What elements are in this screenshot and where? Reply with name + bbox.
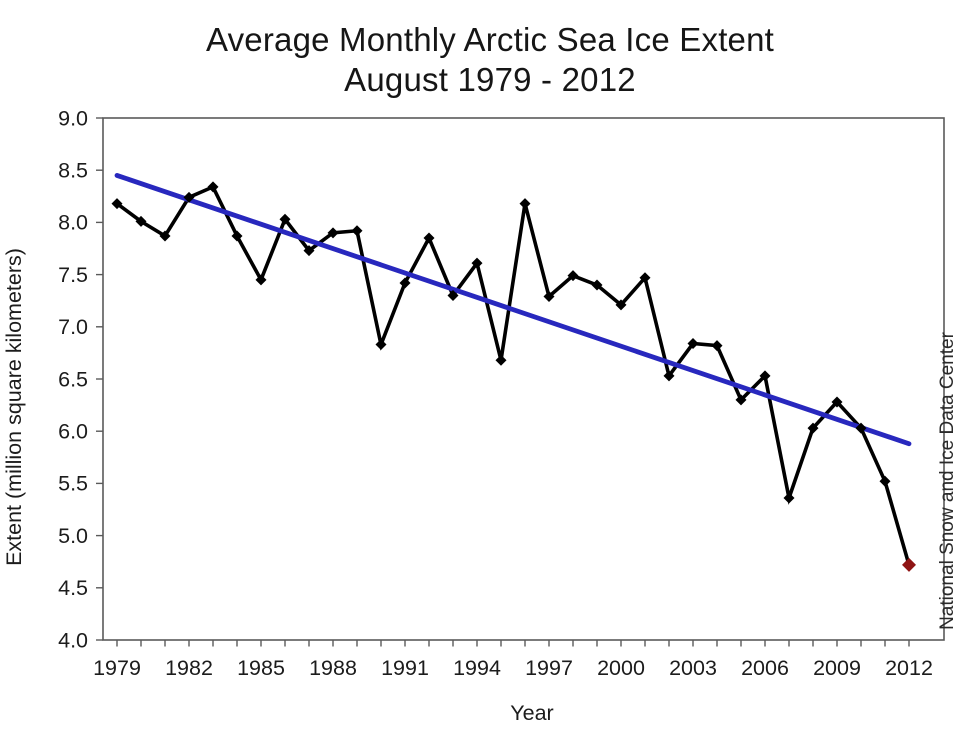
- data-point-1990: [375, 339, 387, 351]
- data-point-1995: [495, 354, 507, 366]
- data-point-1997: [543, 291, 555, 303]
- x-tick-label: 2012: [885, 656, 933, 680]
- data-point-1981: [159, 230, 171, 242]
- y-tick-label: 4.5: [58, 576, 88, 600]
- data-point-1983: [207, 181, 219, 193]
- data-point-1982: [183, 191, 195, 203]
- y-tick-label: 8.5: [58, 159, 88, 183]
- y-tick-label: 6.0: [58, 420, 88, 444]
- data-point-2002: [663, 370, 675, 382]
- data-point-2010: [855, 422, 867, 434]
- data-point-highlight-2012: [902, 557, 916, 572]
- data-point-2000: [615, 299, 627, 311]
- chart-title: Average Monthly Arctic Sea Ice Extent: [205, 21, 775, 58]
- trend-line: [114, 173, 912, 447]
- data-point-2003: [687, 338, 699, 350]
- data-point-1993: [447, 289, 459, 301]
- x-tick-label: 2000: [597, 656, 645, 680]
- series-layer: [111, 173, 916, 572]
- data-point-1991: [399, 277, 411, 289]
- x-tick-label: 1979: [93, 656, 141, 680]
- data-point-1985: [255, 274, 267, 286]
- data-point-1996: [519, 198, 531, 210]
- y-tick-label: 5.5: [58, 472, 88, 496]
- y-tick-label: 8.0: [58, 211, 88, 235]
- chart-subtitle: August 1979 - 2012: [344, 61, 636, 98]
- plot-box: [102, 117, 945, 641]
- x-tick-label: 1982: [165, 656, 213, 680]
- x-tick-label: 1994: [453, 656, 501, 680]
- x-tick-label: 2009: [813, 656, 861, 680]
- x-tick-label: 1997: [525, 656, 573, 680]
- credit-text: National Snow and Ice Data Center: [937, 331, 958, 630]
- y-tick-label: 7.5: [58, 263, 88, 287]
- x-tick-label: 1991: [381, 656, 429, 680]
- data-point-2011: [879, 475, 891, 487]
- data-point-1992: [423, 232, 435, 244]
- y-tick-label: 5.0: [58, 524, 88, 548]
- x-tick-label: 2006: [741, 656, 789, 680]
- data-point-1984: [231, 230, 243, 242]
- y-tick-label: 4.0: [58, 628, 88, 652]
- data-point-2001: [639, 272, 651, 284]
- data-point-2009: [831, 396, 843, 408]
- x-tick-label: 2003: [669, 656, 717, 680]
- data-point-1999: [591, 279, 603, 291]
- data-point-2004: [711, 340, 723, 352]
- data-point-1994: [471, 257, 483, 269]
- data-point-1986: [279, 213, 291, 225]
- data-line: [115, 184, 911, 567]
- chart-title-block: Average Monthly Arctic Sea Ice Extent Au…: [0, 20, 980, 100]
- data-point-1979: [111, 198, 123, 210]
- data-point-1980: [135, 215, 147, 227]
- x-axis-title: Year: [510, 701, 553, 725]
- x-tick-label: 1985: [237, 656, 285, 680]
- data-point-1998: [567, 270, 579, 282]
- axes-layer: 1979 1982 1985 1988 1991 1994 1997 2000 2003 2006…: [58, 106, 945, 680]
- y-tick-label: 7.0: [58, 315, 88, 339]
- data-point-1988: [327, 227, 339, 239]
- y-tick-label: 6.5: [58, 367, 88, 391]
- data-point-2006: [759, 370, 771, 382]
- y-tick-label: 9.0: [58, 106, 88, 130]
- x-tick-label: 1988: [309, 656, 357, 680]
- data-point-1989: [351, 225, 363, 237]
- data-point-2007: [783, 492, 795, 504]
- data-point-2008: [807, 422, 819, 434]
- y-axis-title: Extent (million square kilometers): [2, 248, 26, 566]
- data-point-1987: [303, 245, 315, 257]
- data-point-2005: [735, 394, 747, 406]
